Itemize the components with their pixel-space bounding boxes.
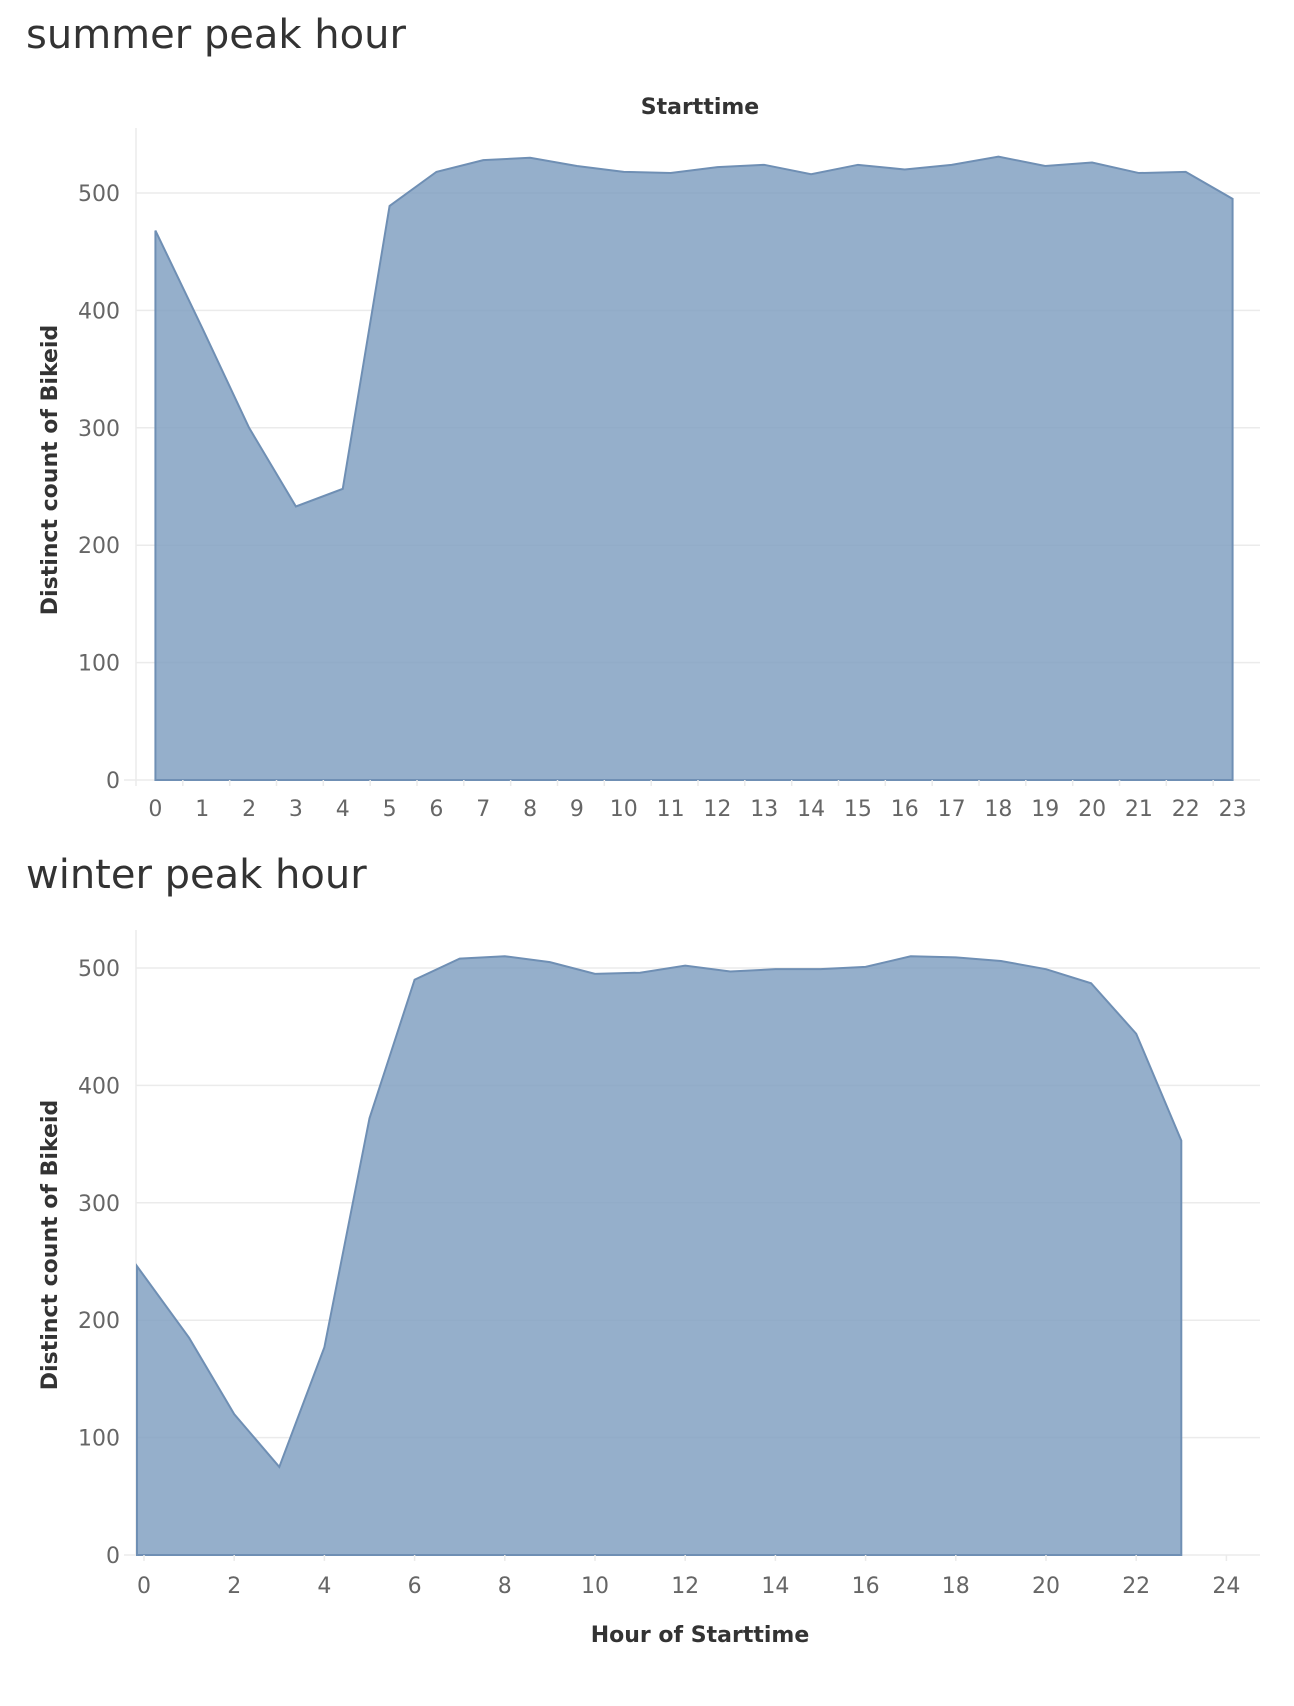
summer-x-tick-label: 18	[984, 797, 1012, 822]
winter-x-tick-label: 18	[942, 1574, 970, 1599]
summer-column-header: Starttime	[641, 95, 759, 120]
summer-y-tick-label: 0	[106, 769, 120, 794]
summer-x-tick-label: 21	[1125, 797, 1153, 822]
winter-x-tick-label: 12	[671, 1574, 699, 1599]
summer-x-tick-label: 9	[570, 797, 584, 822]
summer-x-tick-label: 16	[891, 797, 919, 822]
summer-x-tick-label: 22	[1172, 797, 1200, 822]
summer-y-tick-label: 300	[78, 417, 120, 442]
summer-x-tick-label: 12	[703, 797, 731, 822]
summer-y-tick-label: 500	[78, 182, 120, 207]
winter-y-tick-label: 500	[78, 957, 120, 982]
summer-x-tick-label: 23	[1219, 797, 1247, 822]
summer-chart-title: summer peak hour	[26, 12, 406, 58]
summer-x-tick-label: 14	[797, 797, 825, 822]
summer-x-tick-label: 1	[195, 797, 209, 822]
winter-area-series	[136, 955, 1183, 1556]
summer-x-tick-label: 3	[289, 797, 303, 822]
winter-x-tick-label: 0	[137, 1574, 151, 1599]
winter-y-tick-label: 100	[78, 1427, 120, 1452]
winter-y-axis-title: Distinct count of Bikeid	[38, 1100, 63, 1390]
winter-x-tick-label: 2	[227, 1574, 241, 1599]
winter-x-tick-label: 22	[1122, 1574, 1150, 1599]
winter-x-tick-label: 20	[1032, 1574, 1060, 1599]
winter-x-tick-label: 6	[408, 1574, 422, 1599]
summer-x-tick-label: 6	[429, 797, 443, 822]
summer-x-tick-label: 17	[938, 797, 966, 822]
winter-x-tick-label: 16	[852, 1574, 880, 1599]
winter-x-axis-title: Hour of Starttime	[591, 1623, 810, 1648]
summer-x-tick-label: 19	[1031, 797, 1059, 822]
winter-x-tick-label: 8	[498, 1574, 512, 1599]
summer-x-tick-label: 4	[336, 797, 350, 822]
winter-x-tick-label: 14	[761, 1574, 789, 1599]
summer-y-tick-label: 100	[78, 652, 120, 677]
winter-y-tick-label: 0	[106, 1544, 120, 1569]
winter-x-tick-label: 4	[317, 1574, 331, 1599]
winter-y-tick-label: 400	[78, 1074, 120, 1099]
summer-x-tick-label: 13	[750, 797, 778, 822]
winter-x-tick-label: 24	[1212, 1574, 1240, 1599]
winter-y-tick-label: 300	[78, 1192, 120, 1217]
winter-x-tick-label: 10	[581, 1574, 609, 1599]
summer-area-series	[154, 155, 1234, 781]
summer-y-axis-title: Distinct count of Bikeid	[38, 325, 63, 615]
winter-chart-title: winter peak hour	[26, 852, 367, 898]
summer-x-tick-label: 2	[242, 797, 256, 822]
summer-y-tick-label: 200	[78, 534, 120, 559]
summer-x-tick-label: 0	[148, 797, 162, 822]
summer-x-tick-label: 11	[657, 797, 685, 822]
winter-y-tick-label: 200	[78, 1309, 120, 1334]
summer-x-tick-label: 10	[610, 797, 638, 822]
summer-y-tick-label: 400	[78, 299, 120, 324]
summer-x-tick-label: 7	[476, 797, 490, 822]
summer-x-tick-label: 20	[1078, 797, 1106, 822]
summer-x-tick-label: 5	[383, 797, 397, 822]
summer-x-tick-label: 8	[523, 797, 537, 822]
summer-x-tick-label: 15	[844, 797, 872, 822]
